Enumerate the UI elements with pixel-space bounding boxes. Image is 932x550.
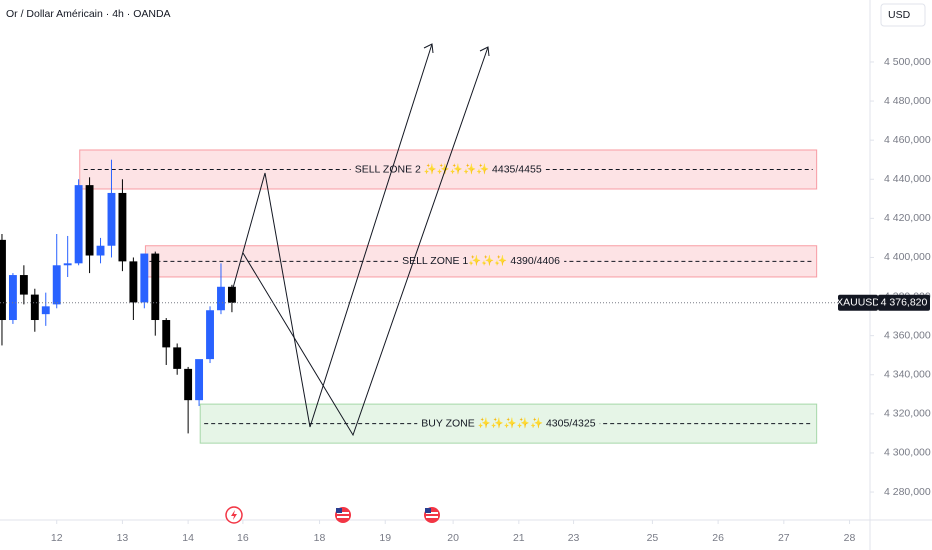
flag-stripe <box>426 516 438 518</box>
y-tick-label: 4 480,000 <box>884 95 931 107</box>
candle-body <box>162 320 171 348</box>
symbol-label: XAUUSD <box>836 297 880 309</box>
candle-body <box>151 253 160 321</box>
last-price-label: 4 376,820 <box>881 297 928 309</box>
zone-label-bg <box>350 162 546 176</box>
candle-body <box>173 347 182 369</box>
projection-path <box>242 46 489 437</box>
symbol-tag <box>838 294 878 311</box>
currency-button[interactable] <box>880 3 926 27</box>
candle-body <box>85 185 94 256</box>
flag-stripe <box>337 516 349 518</box>
y-tick-label: 4 300,000 <box>884 447 931 459</box>
flag-canton <box>336 508 342 513</box>
x-tick-label: 20 <box>447 532 459 544</box>
candle-body <box>140 253 149 303</box>
y-tick-label: 4 360,000 <box>884 329 931 341</box>
x-tick-label: 21 <box>513 532 525 544</box>
candle-body <box>30 294 39 321</box>
zone-label-bg <box>417 416 600 430</box>
arrow-head <box>423 43 434 54</box>
flag-stripe <box>426 512 438 514</box>
candle-body <box>184 368 193 401</box>
x-tick-label: 25 <box>647 532 659 544</box>
y-tick-label: 4 320,000 <box>884 408 931 420</box>
zones: SELL ZONE 2 ✨✨✨✨✨ 4435/4455 SELL ZONE 1✨✨… <box>79 149 818 444</box>
x-tick-label: 28 <box>844 532 856 544</box>
x-tick-label: 19 <box>379 532 391 544</box>
axes: 4 280,000 4 300,000 4 320,000 4 340,000 4 36… <box>0 56 931 544</box>
y-tick-label: 4 280,000 <box>884 486 931 498</box>
projection-path <box>232 43 433 428</box>
y-tick-label: 4 400,000 <box>884 251 931 263</box>
currency[interactable]: USD <box>888 9 911 21</box>
candle-body <box>129 261 138 303</box>
candle-body <box>63 263 72 266</box>
candle-body <box>19 275 28 295</box>
y-tick-label: 4 340,000 <box>884 369 931 381</box>
x-tick-label: 26 <box>712 532 724 544</box>
chart-title: Or / Dollar Américain · 4h · OANDA <box>6 8 171 20</box>
candle-body <box>217 286 225 311</box>
zone-label: SELL ZONE 1✨✨✨ 4390/4406 <box>402 254 560 267</box>
candle-body <box>8 275 17 321</box>
x-tick-label: 12 <box>51 532 63 544</box>
y-tick-label: 4 440,000 <box>884 173 931 185</box>
x-tick-label: 14 <box>182 532 194 544</box>
y-tick-label: 4 500,000 <box>884 56 931 68</box>
arrow-head <box>479 46 490 57</box>
candle-body <box>227 286 236 303</box>
projection-arrows <box>232 43 490 437</box>
candle-body <box>52 265 61 305</box>
x-tick-label: 13 <box>117 532 129 544</box>
zone-label: BUY ZONE ✨✨✨✨✨ 4305/4325 <box>421 416 595 429</box>
zone-label-bg <box>398 254 565 268</box>
flag-canton <box>425 508 431 513</box>
y-tick-label: 4 420,000 <box>884 212 931 224</box>
x-tick-label: 23 <box>568 532 580 544</box>
candles <box>0 159 236 434</box>
candle-body <box>74 185 83 264</box>
candle-body <box>107 192 116 246</box>
x-tick-label: 16 <box>237 532 249 544</box>
zone-label: SELL ZONE 2 ✨✨✨✨✨ 4435/4455 <box>355 162 542 175</box>
candle-body <box>118 192 127 262</box>
candle-body <box>195 359 204 401</box>
y-tick-label: 4 460,000 <box>884 134 931 146</box>
candle-body <box>0 239 6 321</box>
candle-body <box>206 310 214 360</box>
x-tick-label: 18 <box>314 532 326 544</box>
event-icon-bolt <box>231 510 237 520</box>
event-icons <box>225 506 440 524</box>
x-tick-label: 27 <box>778 532 790 544</box>
flag-stripe <box>337 512 349 514</box>
last-price-tag <box>878 294 930 311</box>
candle-body <box>41 306 50 315</box>
candle-body <box>96 245 105 256</box>
